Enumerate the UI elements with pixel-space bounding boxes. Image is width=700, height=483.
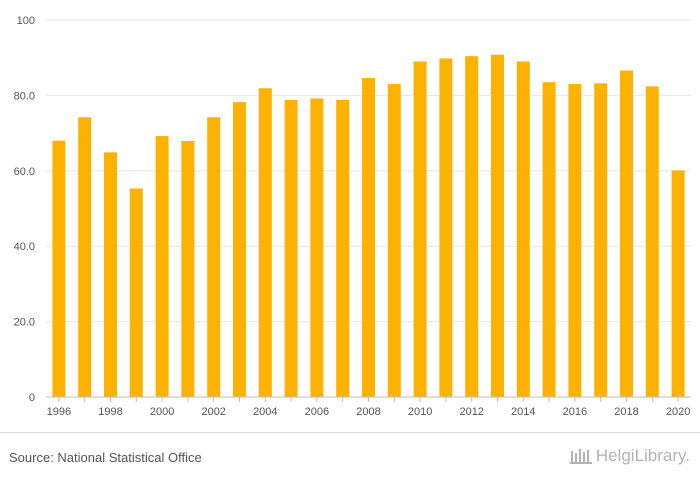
- x-axis-ticks: [58, 397, 679, 402]
- library-building-icon: [569, 449, 592, 464]
- y-tick-label: 40.0: [14, 241, 35, 253]
- bar-2011[interactable]: [439, 58, 453, 397]
- bar-1997[interactable]: [78, 117, 92, 398]
- bar-2013[interactable]: [491, 54, 504, 398]
- source-note: Source: National Statistical Office: [9, 450, 202, 465]
- bar-2010[interactable]: [413, 61, 427, 397]
- y-tick-label: 60.0: [14, 166, 35, 178]
- bar-chart: 0 20.0 40.0 60.0 80.0 100 1996 1998 2000 2002 200…: [14, 15, 691, 418]
- x-tick-label: 2012: [459, 406, 483, 418]
- x-tick-label: 2010: [408, 406, 432, 418]
- bars: [52, 54, 685, 398]
- x-tick-label: 2006: [305, 406, 329, 418]
- bar-2019[interactable]: [645, 86, 659, 398]
- x-tick-label: 2000: [150, 406, 174, 418]
- bar-2020[interactable]: [671, 170, 685, 397]
- x-tick-label: 2014: [511, 406, 535, 418]
- bar-2005[interactable]: [284, 99, 298, 397]
- bar-2007[interactable]: [336, 99, 350, 397]
- bar-2016[interactable]: [568, 84, 582, 397]
- bar-2004[interactable]: [258, 88, 272, 397]
- bar-2014[interactable]: [516, 61, 530, 397]
- logo-text: HelgiLibrary.: [595, 446, 690, 465]
- bar-2003[interactable]: [233, 102, 246, 397]
- bar-2008[interactable]: [362, 78, 375, 398]
- bar-2006[interactable]: [310, 98, 324, 397]
- bar-1999[interactable]: [129, 188, 143, 397]
- bar-2001[interactable]: [181, 141, 195, 397]
- x-tick-label: 2004: [253, 406, 277, 418]
- bar-1998[interactable]: [104, 152, 117, 397]
- y-tick-label: 20.0: [14, 317, 35, 329]
- x-tick-label: 1998: [98, 406, 122, 418]
- y-axis-labels: 0 20.0 40.0 60.0 80.0 100: [14, 15, 35, 404]
- y-tick-label: 0: [29, 392, 35, 404]
- x-tick-label: 2008: [356, 406, 380, 418]
- y-tick-label: 80.0: [14, 90, 35, 102]
- x-tick-label: 2018: [614, 406, 638, 418]
- footer-divider: [0, 432, 700, 433]
- bar-2018[interactable]: [620, 70, 633, 397]
- bar-2000[interactable]: [155, 136, 169, 397]
- bar-2009[interactable]: [387, 84, 401, 397]
- helgilibrary-logo[interactable]: HelgiLibrary.: [569, 446, 690, 466]
- x-tick-label: 2016: [563, 406, 587, 418]
- x-tick-label: 2020: [666, 406, 690, 418]
- x-tick-label: 2002: [201, 406, 225, 418]
- bar-2015[interactable]: [542, 82, 556, 397]
- bar-2017[interactable]: [594, 83, 608, 397]
- bar-2012[interactable]: [465, 56, 479, 397]
- bar-2002[interactable]: [207, 117, 221, 398]
- x-axis-labels: 1996 1998 2000 2002 2004 2006 2008 2010 2012 2014…: [47, 406, 691, 418]
- x-tick-label: 1996: [47, 406, 71, 418]
- bar-1996[interactable]: [52, 140, 66, 397]
- y-tick-label: 100: [17, 15, 35, 27]
